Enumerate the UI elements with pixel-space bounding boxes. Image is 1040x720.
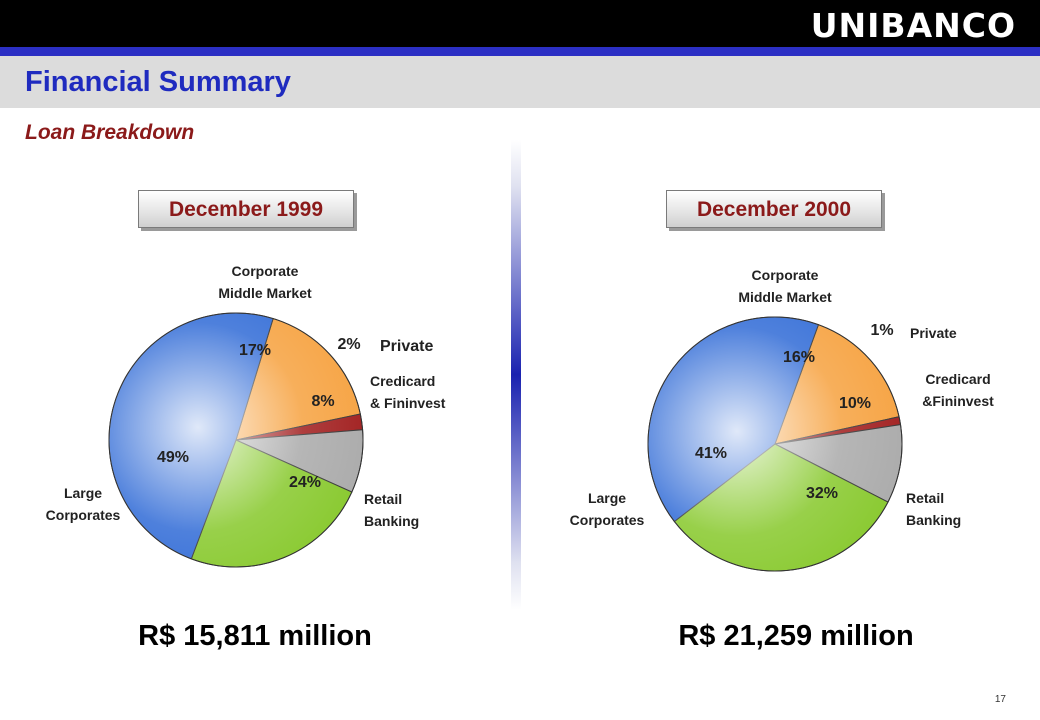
header-accent-line <box>0 47 1040 56</box>
slice-label-large-corporates: Large Corporates <box>46 485 121 523</box>
slice-value-corporate-middle-market: 16% <box>783 349 815 366</box>
total-2000: R$ 21,259 million <box>678 620 914 652</box>
slice-label-corporate-middle-market: Corporate Middle Market <box>738 267 832 305</box>
top-bar <box>0 0 1040 47</box>
slice-value-retail-banking: 24% <box>289 474 321 491</box>
slice-label-large-corporates: Large Corporates <box>570 490 645 528</box>
pie-outline <box>108 312 364 568</box>
slice-label-retail-banking: Retail Banking <box>364 491 419 529</box>
pie-chart-2000: 16% Corporate Middle Market 1% Private 10% Cre… <box>570 267 994 572</box>
slice-label-credicard-and-fininvest: Credicard &Fininvest <box>922 371 994 409</box>
slice-value-private: 2% <box>337 336 360 353</box>
slice-value-corporate-middle-market: 17% <box>239 342 271 359</box>
page-number: 17 <box>994 694 1006 705</box>
pie-gloss <box>648 317 902 571</box>
slice-label-private: Private <box>910 325 957 341</box>
slice-label-private: Private <box>380 338 433 355</box>
slice-value-private: 1% <box>870 322 893 339</box>
pie-outline <box>647 316 903 572</box>
slice-value-large-corporates: 49% <box>157 449 189 466</box>
slice-value-credicard-and-fininvest: 10% <box>839 395 871 412</box>
section-divider <box>511 140 521 610</box>
slice-label-credicard-and-fininvest: Credicard & Fininvest <box>370 373 446 411</box>
pie-gloss <box>109 313 363 567</box>
slice-value-large-corporates: 41% <box>695 445 727 462</box>
total-1999: R$ 15,811 million <box>138 620 372 652</box>
slice-label-corporate-middle-market: Corporate Middle Market <box>218 263 312 301</box>
title-bar <box>0 56 1040 108</box>
page-subtitle: Loan Breakdown <box>25 121 195 144</box>
pie-chart-1999: 17% Corporate Middle Market 2% Private 8% Cred… <box>46 263 446 568</box>
slice-label-retail-banking: Retail Banking <box>906 490 961 528</box>
slice-value-retail-banking: 32% <box>806 485 838 502</box>
slice-value-credicard-and-fininvest: 8% <box>311 393 334 410</box>
page-title: Financial Summary <box>25 66 291 98</box>
period-label-1999: December 1999 <box>138 190 354 228</box>
unibanco-logo: UNIBANCO <box>810 6 1016 45</box>
period-label-2000: December 2000 <box>666 190 882 228</box>
